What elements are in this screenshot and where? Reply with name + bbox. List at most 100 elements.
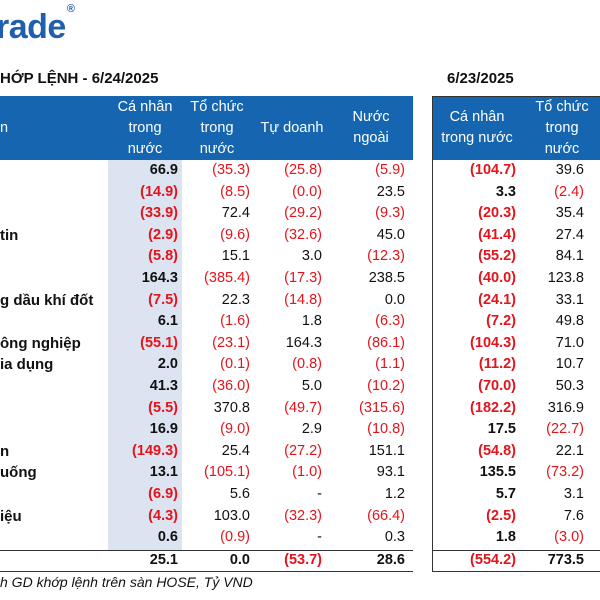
- cell-individual: (5.8): [148, 248, 178, 265]
- cell-right-individual: (104.3): [470, 334, 516, 351]
- bottom-border-left: [0, 571, 413, 572]
- cell-individual: (7.5): [148, 291, 178, 308]
- cell-right-institution: 35.4: [555, 205, 584, 222]
- cell-institution: 25.4: [221, 442, 250, 459]
- table-title-left: HỚP LỆNH - 6/24/2025: [0, 70, 159, 87]
- cell-foreign: 238.5: [368, 270, 405, 286]
- cell-individual: (4.3): [148, 507, 178, 524]
- table-row: n (149.3) 25.4 (27.2) 151.1 (54.8) 22.1: [0, 441, 600, 463]
- cell-right-individual: 1.8: [495, 529, 516, 546]
- cell-right-individual: (54.8): [478, 442, 516, 459]
- cell-right-individual: 17.5: [487, 421, 516, 438]
- total-row: 25.1 0.0 (53.7) 28.6 (554.2) 773.5: [0, 550, 600, 572]
- header-row-right: Cá nhân trong nước Tổ chức trong nước: [432, 96, 600, 160]
- cell-proprietary: (14.8): [284, 291, 322, 308]
- cell-individual: (6.9): [148, 486, 178, 502]
- cell-right-individual: (20.3): [478, 205, 516, 222]
- table-row: (5.5) 370.8 (49.7) (315.6) (182.2) 316.9: [0, 398, 600, 420]
- cell-foreign: (6.3): [375, 313, 405, 330]
- cell-foreign: 93.1: [376, 464, 405, 481]
- cell-institution: (9.0): [220, 421, 250, 438]
- cell-right-institution: (2.4): [554, 183, 584, 200]
- header-institution-domestic: Tổ chức trong nước: [190, 98, 244, 157]
- cell-right-individual: (55.2): [478, 248, 516, 265]
- total-divider-left: [0, 550, 413, 551]
- cell-proprietary: (0.0): [292, 183, 322, 200]
- table-row: 0.6 (0.9) - 0.3 1.8 (3.0): [0, 527, 600, 549]
- cell-foreign: 0.3: [384, 529, 405, 546]
- table-row: uống 13.1 (105.1) (1.0) 93.1 135.5 (73.2): [0, 462, 600, 484]
- cell-right-institution: 316.9: [547, 399, 584, 416]
- total-right-individual: (554.2): [470, 552, 516, 568]
- footnote: h GD khớp lệnh trên sàn HOSE, Tỷ VND: [0, 574, 253, 590]
- registered-mark: ®: [66, 2, 75, 15]
- cell-right-individual: (182.2): [470, 399, 516, 416]
- cell-institution: (9.6): [220, 226, 250, 243]
- cell-proprietary: (25.8): [284, 162, 322, 178]
- sector-name: n: [0, 442, 10, 460]
- cell-proprietary: (29.2): [284, 205, 322, 222]
- cell-right-individual: (70.0): [478, 378, 516, 394]
- cell-individual: 13.1: [149, 464, 178, 481]
- cell-right-individual: (2.5): [486, 507, 516, 524]
- cell-right-institution: (73.2): [546, 464, 584, 481]
- cell-right-institution: 7.6: [563, 507, 584, 524]
- cell-right-institution: 71.0: [555, 334, 584, 351]
- cell-individual: 16.9: [149, 421, 178, 438]
- cell-foreign: 151.1: [368, 442, 405, 459]
- cell-right-individual: (11.2): [478, 356, 516, 373]
- cell-proprietary: -: [317, 486, 322, 502]
- total-institution: 0.0: [229, 552, 250, 568]
- cell-foreign: (315.6): [359, 399, 405, 416]
- table-row: (33.9) 72.4 (29.2) (9.3) (20.3) 35.4: [0, 203, 600, 225]
- table-row: 164.3 (385.4) (17.3) 238.5 (40.0) 123.8: [0, 268, 600, 290]
- table-row: ia dụng 2.0 (0.1) (0.8) (1.1) (11.2) 10.7: [0, 354, 600, 376]
- cell-institution: 22.3: [221, 291, 250, 308]
- cell-individual: (33.9): [140, 205, 178, 222]
- cell-individual: 0.6: [157, 529, 178, 546]
- header-right-individual: Cá nhân trong nước: [441, 109, 513, 146]
- cell-individual: 164.3: [141, 270, 178, 286]
- cell-foreign: (10.2): [367, 378, 405, 394]
- table-row: ông nghiệp (55.1) (23.1) 164.3 (86.1) (104.3)…: [0, 333, 600, 355]
- cell-institution: (35.3): [212, 162, 250, 178]
- header-individual-domestic: Cá nhân trong nước: [117, 98, 173, 157]
- table-row: 41.3 (36.0) 5.0 (10.2) (70.0) 50.3: [0, 376, 600, 398]
- table-row: (6.9) 5.6 - 1.2 5.7 3.1: [0, 484, 600, 506]
- cell-individual: (14.9): [140, 183, 178, 200]
- cell-right-individual: (40.0): [478, 270, 516, 286]
- sector-name: g dầu khí đốt: [0, 291, 94, 309]
- cell-right-individual: (41.4): [478, 226, 516, 243]
- cell-right-institution: 123.8: [547, 270, 584, 286]
- cell-right-institution: 10.7: [555, 356, 584, 373]
- cell-right-institution: 49.8: [555, 313, 584, 330]
- sector-name: ông nghiệp: [0, 334, 81, 352]
- header-proprietary: Tự doanh: [260, 119, 324, 136]
- cell-foreign: 1.2: [384, 486, 405, 502]
- sector-name: ia dụng: [0, 356, 54, 374]
- table-row: 66.9 (35.3) (25.8) (5.9) (104.7) 39.6: [0, 160, 600, 182]
- cell-institution: 103.0: [213, 507, 250, 524]
- cell-proprietary: 2.9: [301, 421, 322, 438]
- cell-proprietary: 5.0: [301, 378, 322, 394]
- cell-foreign: (1.1): [375, 356, 405, 373]
- sector-name: tin: [0, 226, 19, 244]
- header-right-institution: Tổ chức trong nước: [535, 98, 589, 157]
- cell-individual: 66.9: [149, 162, 178, 178]
- total-proprietary: (53.7): [284, 552, 322, 568]
- cell-proprietary: (17.3): [284, 270, 322, 286]
- cell-proprietary: -: [317, 529, 322, 546]
- header-foreign: Nước ngoài: [352, 109, 390, 146]
- cell-institution: 370.8: [213, 399, 250, 416]
- cell-institution: (23.1): [212, 334, 250, 351]
- table-row: g dầu khí đốt (7.5) 22.3 (14.8) 0.0 (24.1) 33.…: [0, 290, 600, 312]
- cell-institution: (1.6): [220, 313, 250, 330]
- cell-proprietary: (32.6): [284, 226, 322, 243]
- cell-right-institution: 84.1: [555, 248, 584, 265]
- cell-institution: 72.4: [221, 205, 250, 222]
- cell-individual: (2.9): [148, 226, 178, 243]
- cell-individual: (55.1): [140, 334, 178, 351]
- table-row: (14.9) (8.5) (0.0) 23.5 3.3 (2.4): [0, 182, 600, 204]
- cell-right-individual: 5.7: [495, 486, 516, 502]
- cell-institution: 5.6: [229, 486, 250, 502]
